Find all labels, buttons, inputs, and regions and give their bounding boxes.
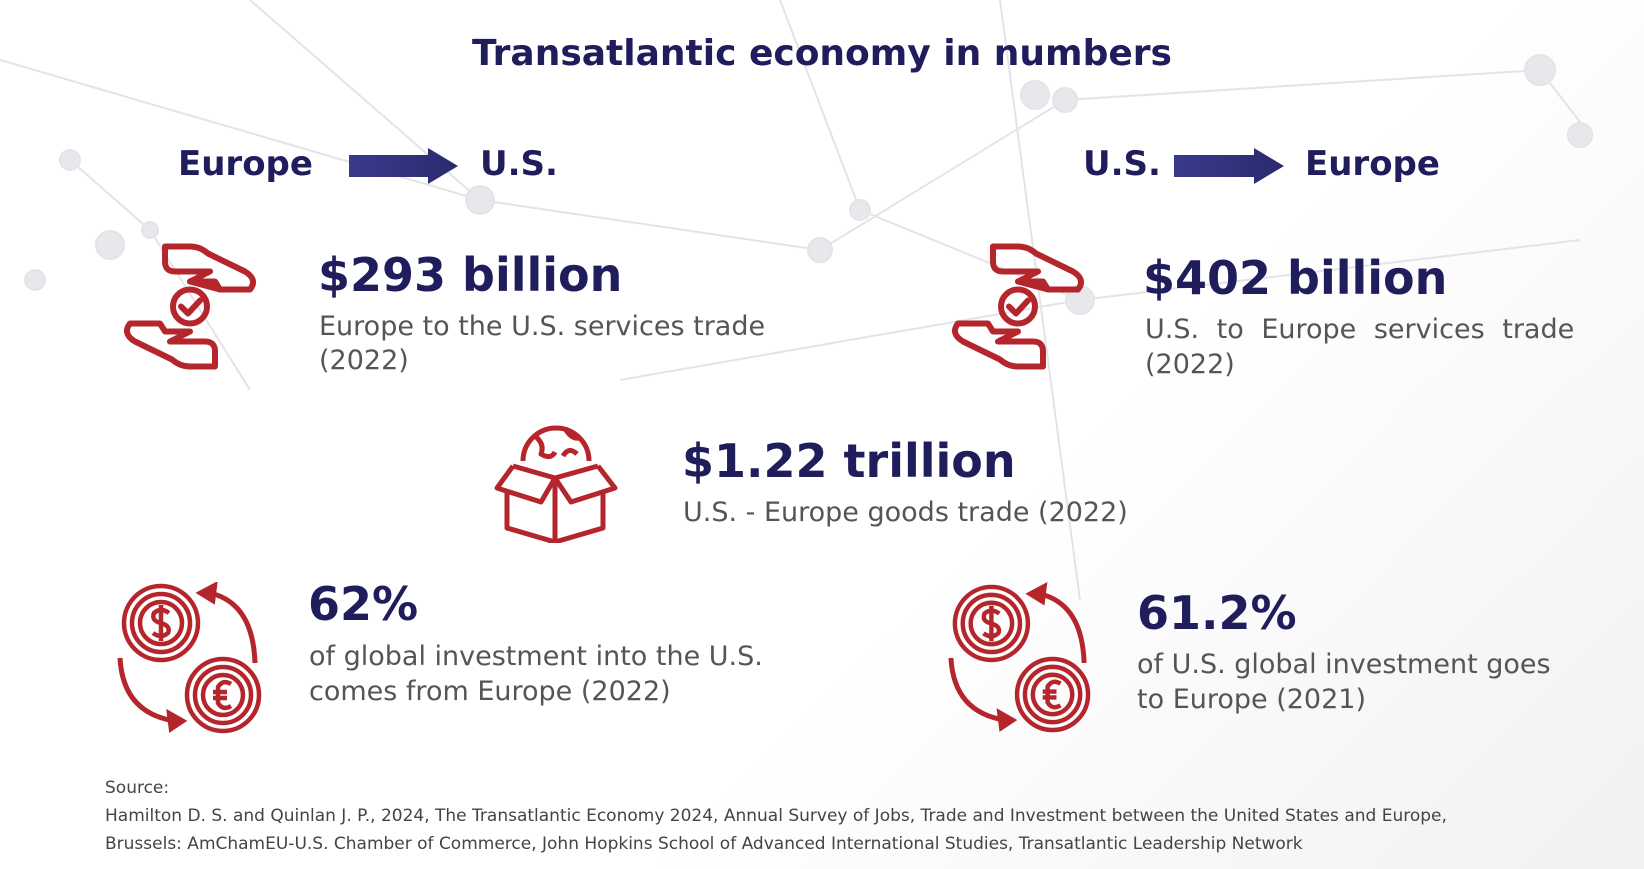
title: Transatlantic economy in numbers [472,33,1172,74]
stat-value: 62% [308,577,419,631]
stat-description: (2022) [319,345,409,376]
stat-description: to Europe (2021) [1137,684,1366,715]
stat-description: of U.S. global investment goes [1137,649,1551,680]
stat-description: U.S. - Europe goods trade (2022) [683,497,1128,528]
stat-value: $1.22 trillion [682,434,1016,488]
stat-description: Europe to the U.S. services trade [319,311,766,342]
stat-value: $402 billion [1143,251,1448,305]
stat-value: $293 billion [318,248,623,302]
arrow [1174,148,1284,184]
stat-description: of global investment into the U.S. [309,641,763,672]
investment-icon [120,585,259,731]
goods-icon [497,428,615,542]
stat-description: (2022) [1145,349,1235,380]
investment-icon [951,586,1088,730]
stat-value: 61.2% [1137,586,1297,640]
flow-to: U.S. [480,144,558,184]
services-icon [955,247,1081,367]
stat-description: U.S. to Europe services trade [1145,314,1575,345]
source-label: Source: [105,778,170,798]
services-icon [127,247,253,367]
flow-from: Europe [178,144,313,184]
source-line: Hamilton D. S. and Quinlan J. P., 2024, … [105,806,1447,826]
stat-description: comes from Europe (2022) [309,676,671,707]
arrow [349,148,458,184]
flow-from: U.S. [1083,144,1161,184]
flow-to: Europe [1305,144,1440,184]
source-line: Brussels: AmChamEU-U.S. Chamber of Comme… [105,834,1303,854]
